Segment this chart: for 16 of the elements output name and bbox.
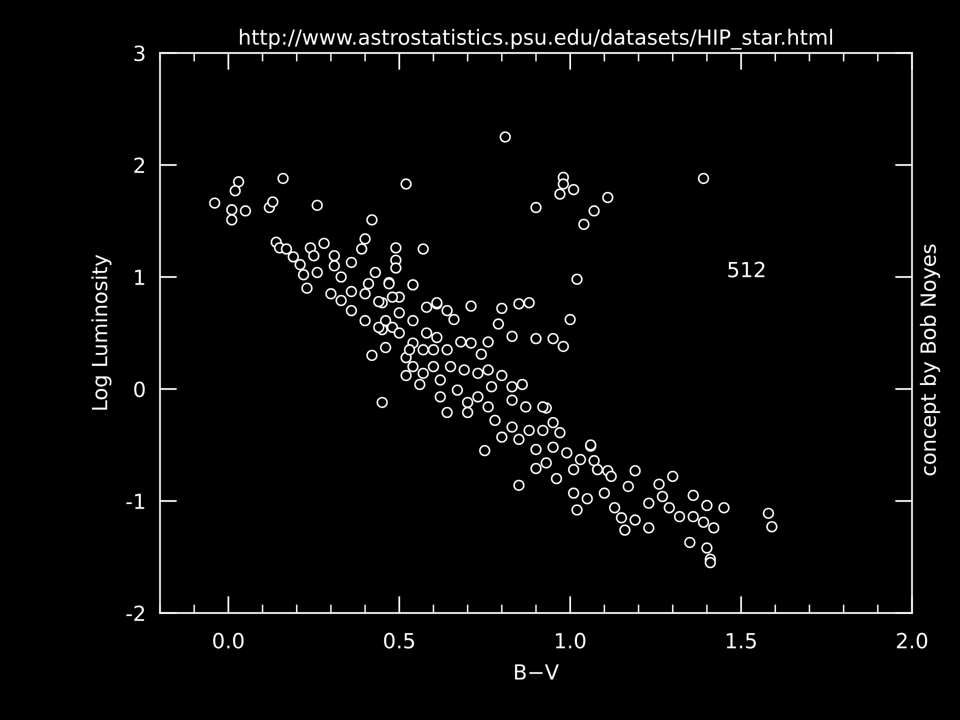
x-tick-label: 1.0	[556, 632, 586, 649]
x-tick-label: 0.5	[384, 632, 414, 649]
y-tick-label: -2	[126, 605, 144, 621]
text: concept by Bob Noyes	[920, 244, 940, 476]
x-tick-label: 0.0	[213, 632, 244, 649]
x-tick-label: 1.5	[726, 633, 756, 649]
y-tick-label: -1	[126, 494, 144, 509]
chart-title: http://www.astrostatistics.psu.edu/datasets/HIP_star.html	[240, 28, 832, 50]
x-tick-label: 2.0	[896, 632, 928, 649]
y-tick-label: 1	[135, 270, 144, 285]
y-tick-label: 0	[134, 381, 145, 398]
y-tick-label: 3	[134, 45, 144, 62]
annotation: 512	[728, 262, 764, 278]
y-tick-label: 2	[134, 157, 144, 173]
x-axis-title: B−V	[515, 664, 559, 680]
y-axis-title: Log Luminosity	[91, 254, 112, 410]
